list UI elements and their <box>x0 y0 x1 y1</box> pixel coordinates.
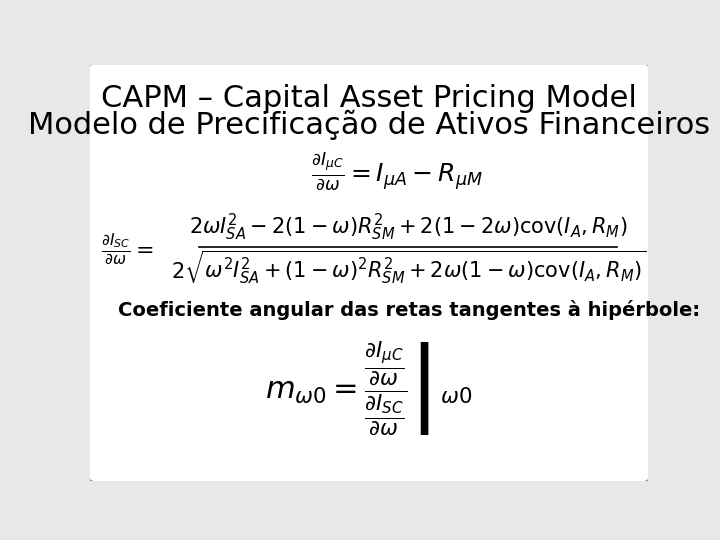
Text: $\frac{\partial I_{\mu C}}{\partial \omega} = I_{\mu A} - R_{\mu M}$: $\frac{\partial I_{\mu C}}{\partial \ome… <box>311 150 483 192</box>
Text: Coeficiente angular das retas tangentes à hipérbole:: Coeficiente angular das retas tangentes … <box>118 300 700 320</box>
Text: Modelo de Precificação de Ativos Financeiros: Modelo de Precificação de Ativos Finance… <box>28 109 710 140</box>
Text: $m_{\omega 0} = \left.\frac{\dfrac{\partial I_{\mu C}}{\partial \omega}}{\dfrac{: $m_{\omega 0} = \left.\frac{\dfrac{\part… <box>266 340 472 438</box>
Text: $2\sqrt{\omega^{2} I_{SA}^{2} + (1-\omega)^{2} R_{SM}^{2} + 2\omega(1-\omega)\ma: $2\sqrt{\omega^{2} I_{SA}^{2} + (1-\omeg… <box>171 249 646 287</box>
Text: $\frac{\partial I_{SC}}{\partial \omega} =$: $\frac{\partial I_{SC}}{\partial \omega}… <box>101 232 154 268</box>
FancyBboxPatch shape <box>87 63 651 483</box>
Text: CAPM – Capital Asset Pricing Model: CAPM – Capital Asset Pricing Model <box>101 84 637 112</box>
Text: $2\omega I_{SA}^{2} - 2(1-\omega)R_{SM}^{2} + 2(1-2\omega)\mathrm{cov}(I_{A}, R_: $2\omega I_{SA}^{2} - 2(1-\omega)R_{SM}^… <box>189 212 627 244</box>
